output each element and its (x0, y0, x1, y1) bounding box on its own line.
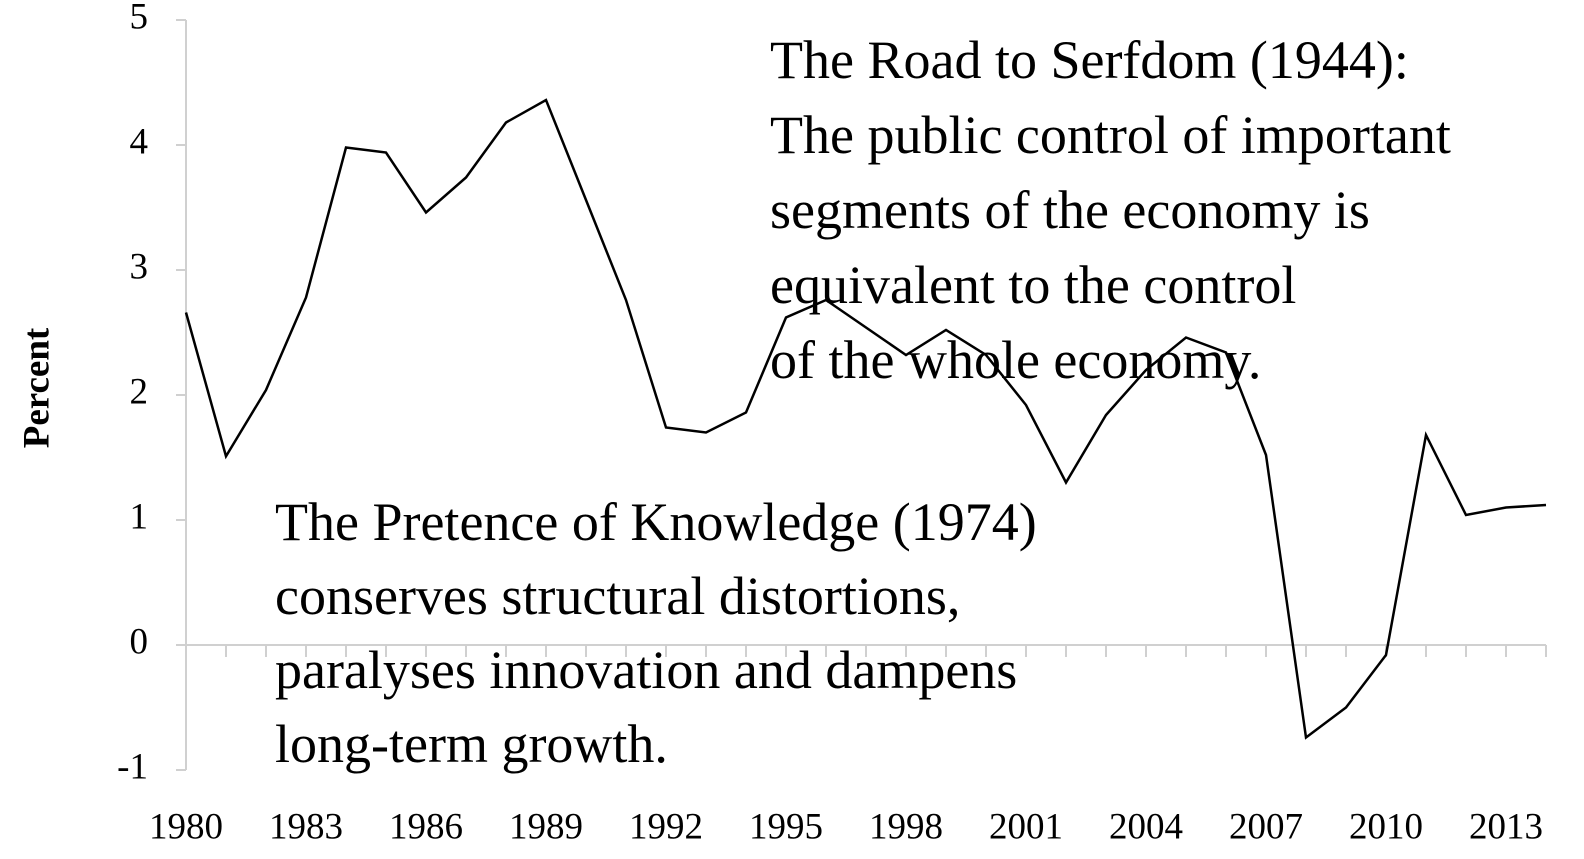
x-tick-label: 1986 (389, 806, 463, 847)
y-axis-label: Percent (16, 327, 57, 448)
x-tick-label: 1980 (149, 806, 223, 847)
x-tick-label: 2013 (1469, 806, 1543, 847)
annotation-line: segments of the economy is (770, 180, 1370, 240)
y-tick-label: 5 (130, 0, 149, 37)
x-tick-label: 2001 (989, 806, 1063, 847)
y-tick-label: 0 (130, 621, 149, 662)
y-tick-label: 3 (130, 246, 149, 287)
annotation-line: of the whole economy. (770, 330, 1261, 390)
y-tick-label: 2 (130, 371, 149, 412)
x-tick-label: 1992 (629, 806, 703, 847)
x-tick-label: 1998 (869, 806, 943, 847)
x-tick-label: 2007 (1229, 806, 1303, 847)
annotation-line: The public control of important (770, 105, 1451, 165)
annotation-line: equivalent to the control (770, 255, 1296, 315)
y-tick-label: -1 (117, 746, 148, 787)
annotation-line: paralyses innovation and dampens (275, 640, 1017, 700)
data-line (184, 98, 1547, 740)
y-tick-label: 1 (130, 496, 149, 537)
x-tick-label: 1983 (269, 806, 343, 847)
annotation-line: The Road to Serfdom (1944): (770, 30, 1409, 90)
annotation-line: long-term growth. (275, 714, 668, 774)
x-tick-label: 1995 (749, 806, 823, 847)
y-tick-label: 4 (130, 121, 149, 162)
annotation-line: conserves structural distortions, (275, 566, 960, 626)
x-tick-label: 2004 (1109, 806, 1183, 847)
x-tick-label: 2010 (1349, 806, 1423, 847)
annotation-line: The Pretence of Knowledge (1974) (275, 492, 1037, 552)
x-tick-label: 1989 (509, 806, 583, 847)
